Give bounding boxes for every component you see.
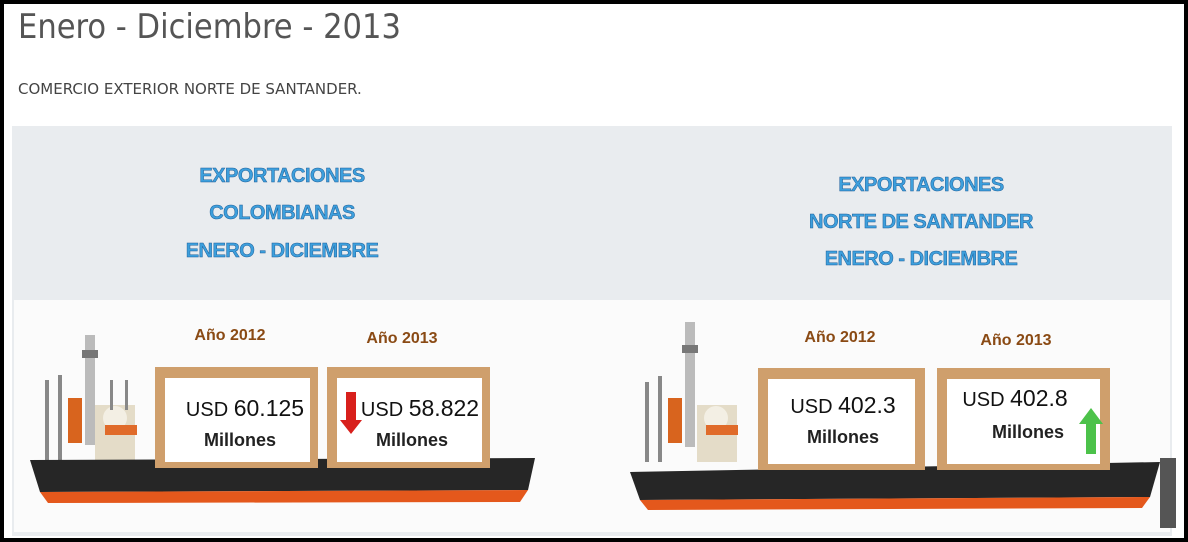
amount: USD 58.822 — [361, 395, 479, 421]
unit: Millones — [376, 430, 448, 450]
value: 58.822 — [409, 395, 479, 421]
heading: NORTE DE SANTANDER — [809, 211, 1034, 233]
value: 60.125 — [234, 395, 304, 421]
currency: USD — [790, 396, 832, 418]
page-subtitle: COMERCIO EXTERIOR NORTE DE SANTANDER. — [18, 80, 362, 98]
amount: USD 402.8 — [962, 385, 1067, 411]
value: 402.8 — [1010, 385, 1068, 411]
amount: USD 402.3 — [790, 392, 895, 418]
page: Enero - Diciembre - 2013 COMERCIO EXTERI… — [0, 0, 1188, 542]
amount: USD 60.125 — [186, 395, 304, 421]
heading: ENERO - DICIEMBRE — [825, 248, 1018, 270]
value: 402.3 — [838, 392, 896, 418]
year: Año 2012 — [194, 327, 265, 344]
unit: Millones — [992, 422, 1064, 442]
currency: USD — [361, 399, 403, 421]
page-title: Enero - Diciembre - 2013 — [18, 7, 401, 47]
heading: EXPORTACIONES — [838, 174, 1004, 196]
year: Año 2013 — [366, 330, 437, 347]
currency: USD — [962, 389, 1004, 411]
currency: USD — [186, 399, 228, 421]
heading: EXPORTACIONES — [199, 165, 365, 187]
unit: Millones — [204, 430, 276, 450]
heading: ENERO - DICIEMBRE — [186, 240, 379, 262]
year: Año 2012 — [804, 329, 875, 346]
unit: Millones — [807, 427, 879, 447]
heading: COLOMBIANAS — [209, 202, 355, 224]
year: Año 2013 — [980, 332, 1051, 349]
